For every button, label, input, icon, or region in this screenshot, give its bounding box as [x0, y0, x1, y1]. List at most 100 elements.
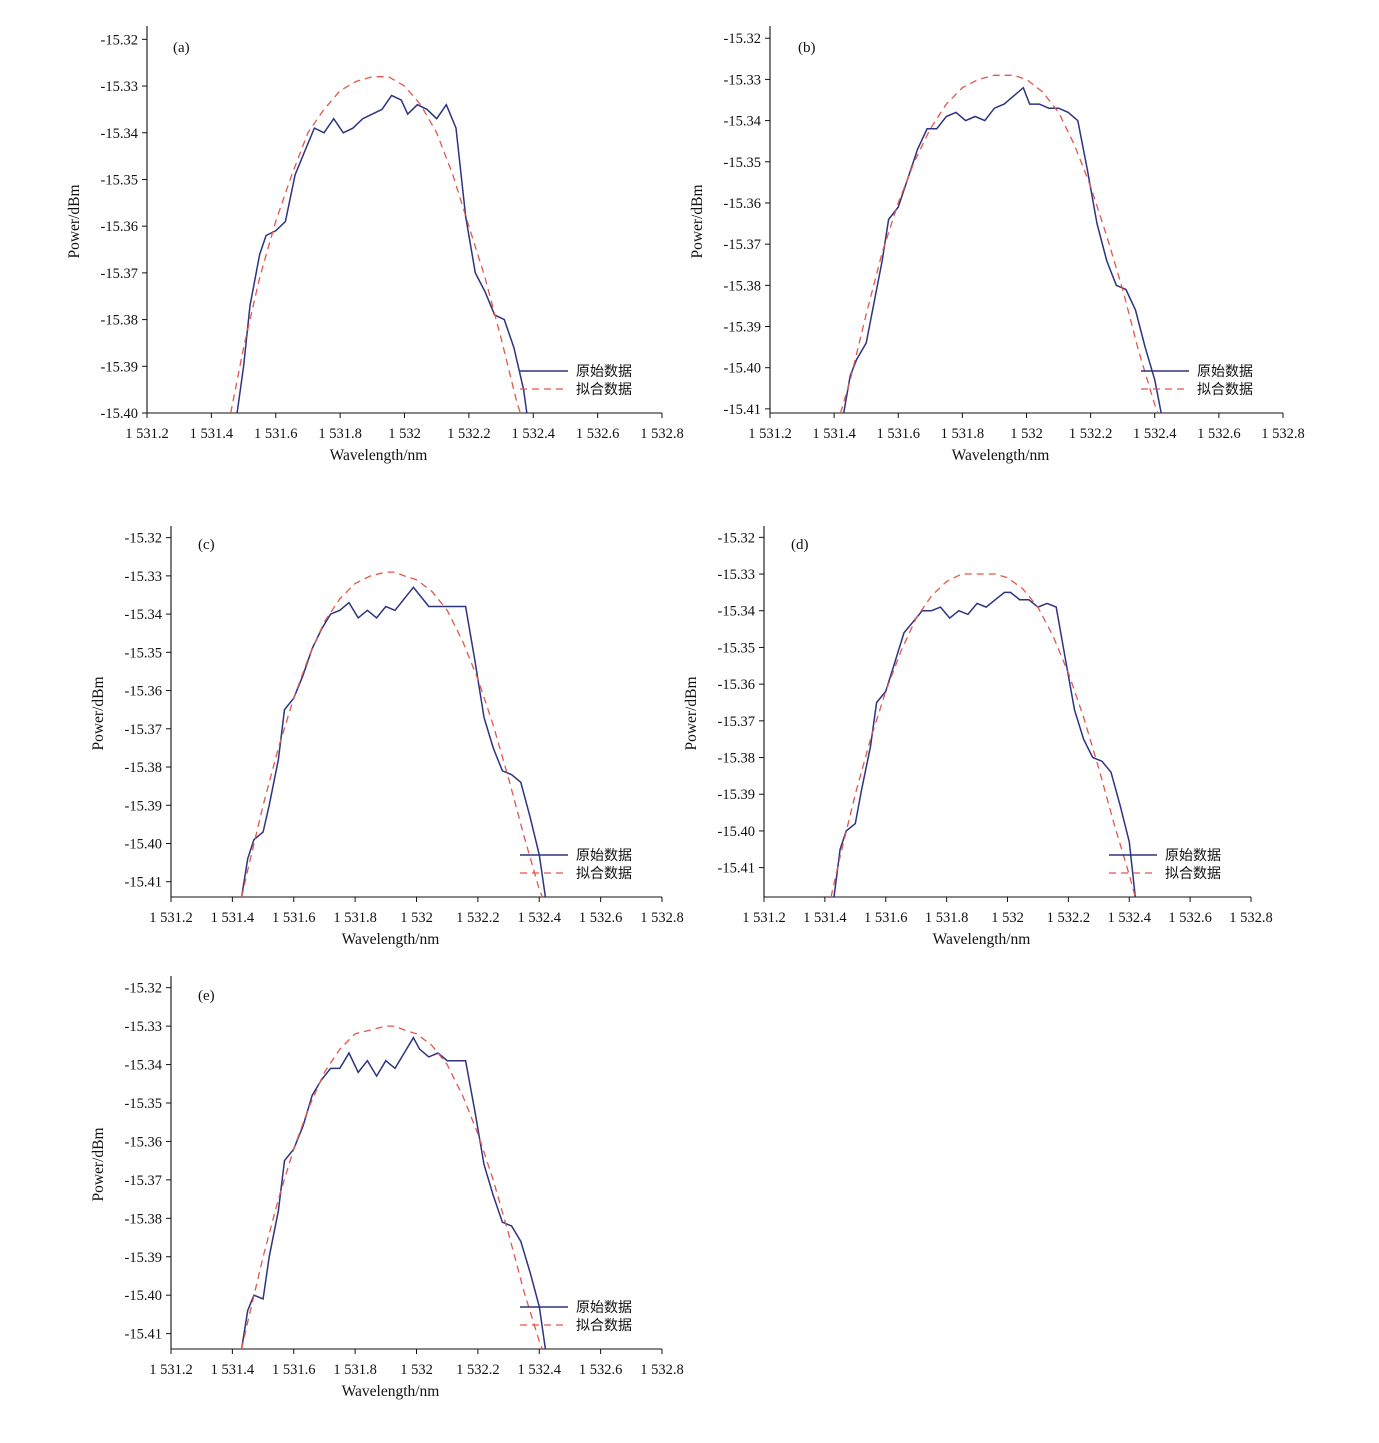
y-tick-label: -15.39	[101, 359, 138, 375]
x-tick-label: 1 531.4	[211, 1362, 255, 1378]
series-raw-line	[833, 591, 1137, 897]
y-tick-label: -15.39	[125, 1250, 162, 1266]
x-tick-label: 1 532	[400, 910, 433, 926]
x-tick-label: 1 531.6	[272, 910, 316, 926]
chart-panel-c: -15.32 -15.33 -15.34 -15.35 -15.36 -15.37 -15.…	[90, 526, 684, 948]
y-tick-label: -15.41	[125, 875, 162, 891]
y-tick-label: -15.33	[125, 569, 162, 585]
y-tick-label: -15.35	[125, 1096, 162, 1112]
series-fit-line	[830, 573, 1136, 897]
y-tick-label: -15.34	[101, 126, 139, 142]
y-tick-label: -15.34	[724, 114, 762, 130]
y-tick-label: -15.37	[718, 714, 755, 730]
x-tick-label: 1 531.6	[272, 1362, 316, 1378]
y-tick-label: -15.41	[724, 402, 761, 418]
y-axis-title: Power/dBm	[683, 676, 700, 750]
x-tick-label: 1 532.2	[456, 910, 500, 926]
y-tick-label: -15.32	[101, 32, 138, 48]
x-tick-label: 1 532.6	[576, 426, 620, 442]
legend-label: 拟合数据	[576, 382, 632, 398]
x-axis-title: Wavelength/nm	[952, 447, 1050, 464]
series-raw-line	[236, 94, 528, 413]
y-tick-label: -15.39	[724, 320, 761, 336]
x-tick-label: 1 532.6	[579, 1362, 623, 1378]
x-tick-label: 1 531.4	[803, 910, 847, 926]
x-tick-label: 1 532.4	[1108, 910, 1152, 926]
series-raw-line	[842, 86, 1162, 413]
legend-label: 原始数据	[576, 364, 632, 380]
x-tick-label: 1 531.8	[941, 426, 985, 442]
y-tick-label: -15.32	[125, 981, 162, 997]
panel-label: (e)	[198, 988, 215, 1004]
legend-label: 拟合数据	[576, 1318, 632, 1334]
x-tick-label: 1 532.8	[1229, 910, 1273, 926]
panel-label: (a)	[173, 40, 190, 56]
y-tick-label: -15.32	[718, 530, 755, 546]
y-tick-label: -15.36	[724, 196, 761, 212]
series-fit-line	[839, 74, 1159, 413]
y-tick-label: -15.40	[125, 836, 162, 852]
x-tick-label: 1 531.4	[190, 426, 234, 442]
series-fit-line	[240, 1025, 543, 1349]
x-tick-label: 1 531.6	[877, 426, 921, 442]
legend-label: 拟合数据	[1165, 866, 1221, 882]
x-tick-label: 1 531.4	[211, 910, 255, 926]
y-tick-label: -15.35	[724, 155, 761, 171]
x-tick-label: 1 531.2	[748, 426, 792, 442]
y-tick-label: -15.32	[125, 531, 162, 547]
x-tick-label: 1 532	[400, 1362, 433, 1378]
y-tick-label: -15.37	[101, 266, 138, 282]
y-axis-title: Power/dBm	[90, 1127, 107, 1201]
x-tick-label: 1 532	[991, 910, 1024, 926]
y-tick-label: -15.39	[718, 787, 755, 803]
x-tick-label: 1 531.8	[333, 910, 377, 926]
x-tick-label: 1 532.4	[1133, 426, 1177, 442]
y-tick-label: -15.34	[718, 604, 756, 620]
x-tick-label: 1 532	[388, 426, 421, 442]
x-tick-label: 1 532.8	[640, 426, 684, 442]
legend-label: 拟合数据	[1197, 382, 1253, 398]
panel-label: (d)	[791, 537, 809, 553]
legend-label: 原始数据	[1165, 848, 1221, 864]
panel-label: (b)	[798, 40, 816, 56]
y-tick-label: -15.36	[125, 1134, 162, 1150]
y-tick-label: -15.40	[125, 1288, 162, 1304]
x-tick-label: 1 532.6	[1168, 910, 1212, 926]
y-tick-label: -15.37	[724, 237, 761, 253]
x-tick-label: 1 532.4	[518, 1362, 562, 1378]
y-axis-title: Power/dBm	[90, 676, 107, 750]
x-tick-label: 1 532.2	[1047, 910, 1091, 926]
y-tick-label: -15.36	[125, 684, 162, 700]
y-axis-title: Power/dBm	[689, 184, 706, 258]
x-tick-label: 1 531.2	[149, 910, 193, 926]
x-tick-label: 1 532.2	[447, 426, 491, 442]
x-tick-label: 1 532.4	[512, 426, 556, 442]
y-tick-label: -15.33	[724, 72, 761, 88]
y-tick-label: -15.33	[125, 1019, 162, 1035]
chart-panel-a: -15.32 -15.33 -15.34 -15.35 -15.36 -15.37 -15.…	[66, 26, 684, 464]
series-fit-line	[230, 76, 522, 413]
y-tick-label: -15.38	[724, 278, 761, 294]
x-tick-label: 1 532.6	[1197, 426, 1241, 442]
y-tick-label: -15.35	[101, 172, 138, 188]
y-tick-label: -15.39	[125, 798, 162, 814]
y-tick-label: -15.33	[101, 79, 138, 95]
x-tick-label: 1 532.4	[518, 910, 562, 926]
y-tick-label: -15.41	[125, 1327, 162, 1343]
x-tick-label: 1 531.2	[742, 910, 786, 926]
y-tick-label: -15.35	[125, 645, 162, 661]
x-tick-label: 1 531.6	[254, 426, 298, 442]
y-tick-label: -15.34	[125, 1058, 163, 1074]
x-tick-label: 1 532.6	[579, 910, 623, 926]
y-axis-title: Power/dBm	[66, 184, 83, 258]
series-fit-line	[240, 571, 543, 897]
y-tick-label: -15.34	[125, 607, 163, 623]
y-tick-label: -15.37	[125, 1173, 162, 1189]
y-tick-label: -15.36	[718, 677, 755, 693]
x-tick-label: 1 531.6	[864, 910, 908, 926]
x-tick-label: 1 531.2	[125, 426, 169, 442]
y-tick-label: -15.33	[718, 567, 755, 583]
y-tick-label: -15.40	[718, 824, 755, 840]
chart-panel-e: -15.32 -15.33 -15.34 -15.35 -15.36 -15.37 -15.…	[90, 976, 684, 1400]
